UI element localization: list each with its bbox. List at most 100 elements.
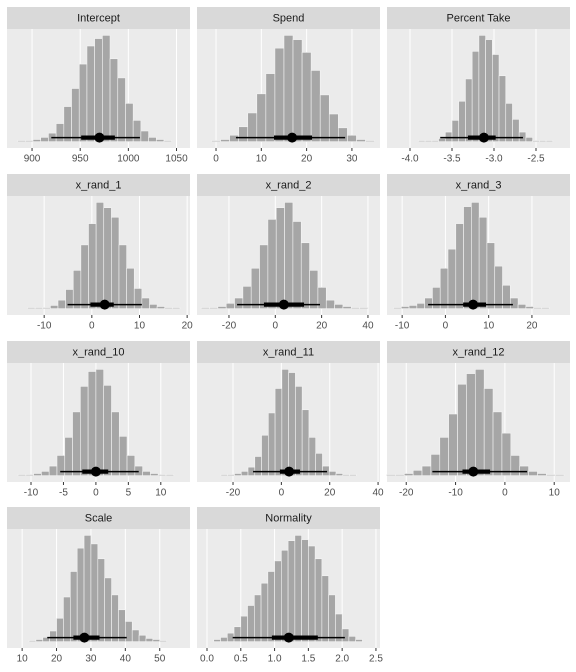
histogram-bar xyxy=(341,628,350,642)
histogram-bar xyxy=(118,244,127,309)
histogram-bar xyxy=(156,306,166,309)
histogram-bar xyxy=(471,202,480,309)
x-tick-label: 0.5 xyxy=(234,654,248,665)
panel-title: Percent Take xyxy=(446,12,510,24)
histogram-bar xyxy=(32,139,42,142)
histogram-bar xyxy=(412,470,423,476)
median-point xyxy=(79,632,90,643)
histogram-bar xyxy=(463,206,472,309)
histogram-bar xyxy=(234,297,244,309)
histogram-bar xyxy=(227,474,235,476)
x-tick-label: 30 xyxy=(346,154,358,165)
histogram-bar xyxy=(88,223,97,309)
histogram-bar xyxy=(220,474,229,476)
histogram-bar xyxy=(63,596,71,642)
histogram-bar xyxy=(292,221,302,309)
histogram-bar xyxy=(424,140,433,142)
histogram-bar xyxy=(267,571,275,642)
histogram-bar xyxy=(533,307,542,309)
histogram-bar xyxy=(342,306,352,309)
histogram-bar xyxy=(27,307,36,309)
median-point xyxy=(94,132,105,143)
histogram-bar xyxy=(350,307,360,309)
histogram-bar xyxy=(359,307,369,309)
x-tick-label: 950 xyxy=(72,154,89,165)
histogram-bar xyxy=(213,639,221,642)
histogram-bar xyxy=(315,453,323,476)
histogram-bar xyxy=(25,474,34,476)
histogram-bar xyxy=(72,270,82,309)
histogram-bar xyxy=(95,202,105,309)
histogram-bar xyxy=(554,474,565,476)
histogram-bar xyxy=(335,473,344,476)
histogram-bar xyxy=(300,242,310,309)
histogram-bar xyxy=(532,140,540,142)
histogram-bar xyxy=(328,594,336,642)
histogram-bar xyxy=(48,465,58,476)
x-tick-label: -4.0 xyxy=(401,154,419,165)
histogram-bar xyxy=(145,638,154,642)
x-tick-label: 40 xyxy=(120,654,132,665)
histogram-bar xyxy=(335,613,343,642)
histogram-bar xyxy=(314,558,323,642)
strip xyxy=(197,507,380,529)
histogram-bar xyxy=(439,267,449,309)
histogram-bar xyxy=(87,371,97,476)
histogram-bar xyxy=(281,369,289,476)
histogram-bar xyxy=(86,45,95,142)
x-tick-label: 0 xyxy=(443,321,449,332)
histogram-bar xyxy=(403,473,414,476)
histogram-bar xyxy=(17,140,26,142)
histogram-bar xyxy=(259,244,269,309)
histogram-bar xyxy=(220,637,228,642)
histogram-bar xyxy=(347,134,357,142)
histogram-bar xyxy=(76,547,85,642)
histogram-bar xyxy=(424,297,433,309)
strip xyxy=(7,7,190,29)
x-tick-label: -2.5 xyxy=(527,154,545,165)
histogram-bar xyxy=(395,474,405,476)
histogram-bar xyxy=(268,412,276,476)
histogram-bar xyxy=(275,207,285,309)
histogram-bar xyxy=(355,639,363,642)
histogram-bar xyxy=(117,77,126,142)
histogram-bar xyxy=(483,388,494,476)
histogram-bar xyxy=(545,140,554,142)
histogram-bar xyxy=(430,454,441,476)
histogram-bar xyxy=(111,216,120,309)
histogram-bar xyxy=(141,297,150,309)
histogram-bar xyxy=(338,127,348,142)
histogram-bar xyxy=(152,639,161,642)
histogram-bar xyxy=(308,437,316,476)
histogram-bar xyxy=(510,455,520,476)
histogram-bar xyxy=(125,621,133,642)
histogram-bar xyxy=(439,437,449,476)
panel-title: x_rand_12 xyxy=(453,346,505,358)
histogram-bar xyxy=(157,474,167,476)
histogram-bar xyxy=(528,471,538,476)
strip xyxy=(7,174,190,196)
histogram-bar xyxy=(486,242,496,309)
histogram-bar xyxy=(217,306,227,309)
histogram-bar xyxy=(24,140,34,142)
histogram-bar xyxy=(317,287,327,309)
histogram-bar xyxy=(142,471,151,476)
histogram-bar xyxy=(111,411,120,476)
x-tick-label: 10 xyxy=(549,488,561,499)
histogram-bar xyxy=(234,473,242,476)
histogram-bar xyxy=(284,202,294,309)
x-tick-label: 20 xyxy=(324,488,336,499)
histogram-bar xyxy=(94,38,103,142)
histogram-bar xyxy=(71,88,80,142)
histogram-bar xyxy=(287,540,296,642)
histogram-bar xyxy=(17,474,27,476)
histogram-bar xyxy=(131,629,140,642)
histogram-bar xyxy=(294,535,302,642)
histogram-bar xyxy=(49,630,57,642)
histogram-bar xyxy=(447,248,457,309)
panel-title: x_rand_10 xyxy=(73,346,125,358)
median-point xyxy=(90,466,101,477)
panel-title: Intercept xyxy=(77,12,120,24)
x-tick-label: 0 xyxy=(502,488,508,499)
histogram-bar xyxy=(349,474,357,476)
